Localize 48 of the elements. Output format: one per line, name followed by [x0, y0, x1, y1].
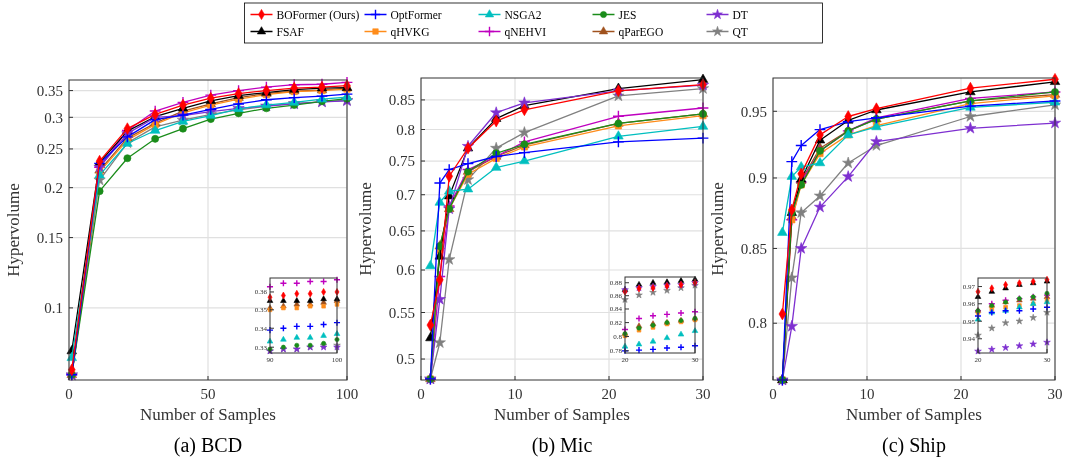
y-tick-label: 0.8: [396, 121, 415, 138]
y-tick-label: 0.6: [396, 262, 416, 279]
x-tick-label: 50: [200, 386, 216, 402]
y-tick-label: 0.95: [740, 103, 767, 120]
y-tick-label: 0.35: [36, 82, 63, 99]
y-tick-label: 0.15: [36, 229, 63, 246]
x-tick-label: 30: [695, 386, 711, 402]
x-tick-label: 0: [417, 386, 425, 402]
x-axis-title: Number of Samples: [140, 405, 276, 424]
y-tick-label: 0.65: [388, 223, 415, 240]
legend-label: qParEGO: [618, 25, 664, 39]
y-tick-label: 0.1: [44, 300, 63, 317]
y-tick-label: 0.3: [44, 109, 63, 126]
y-tick-label: 0.85: [388, 92, 415, 109]
y-tick-label: 0.55: [388, 304, 415, 321]
legend-label: NSGA2: [504, 8, 542, 21]
text: (c) Ship: [882, 434, 946, 457]
y-tick-label: 0.85: [740, 240, 767, 257]
x-tick-label: 20: [953, 386, 969, 402]
legend-label: QT: [732, 25, 748, 38]
y-tick-label: 0.25: [36, 141, 63, 158]
y-tick-label: 0.8: [748, 315, 767, 332]
y-tick-label: 0.2: [44, 179, 63, 196]
x-axis-title: Number of Samples: [494, 405, 630, 424]
legend-label: qHVKG: [390, 25, 430, 39]
legend-label: BOFormer (Ours): [276, 8, 360, 22]
y-axis-title: Hypervolume: [4, 183, 23, 277]
legend-label: DT: [732, 8, 748, 21]
legend-label: FSAF: [276, 25, 304, 38]
legend-label: qNEHVI: [504, 25, 547, 39]
x-axis-title: Number of Samples: [846, 405, 982, 424]
text: (b) Mic: [531, 434, 593, 457]
y-axis-title: Hypervolume: [708, 182, 727, 276]
y-tick-label: 0.9: [748, 170, 767, 187]
x-tick-label: 0: [769, 386, 777, 402]
x-tick-label: 0: [65, 386, 73, 402]
x-tick-label: 20: [601, 386, 617, 402]
x-tick-label: 10: [507, 386, 523, 402]
y-axis-title: Hypervolume: [356, 182, 375, 276]
legend-label: OptFormer: [390, 8, 442, 22]
y-tick-label: 0.7: [396, 186, 416, 203]
y-tick-label: 0.5: [396, 351, 415, 368]
legend-label: JES: [618, 8, 637, 21]
x-tick-label: 100: [335, 386, 359, 402]
y-tick-label: 0.75: [388, 153, 415, 170]
text: (a) BCD: [173, 434, 243, 457]
x-tick-label: 30: [1047, 386, 1063, 402]
x-tick-label: 10: [859, 386, 875, 402]
